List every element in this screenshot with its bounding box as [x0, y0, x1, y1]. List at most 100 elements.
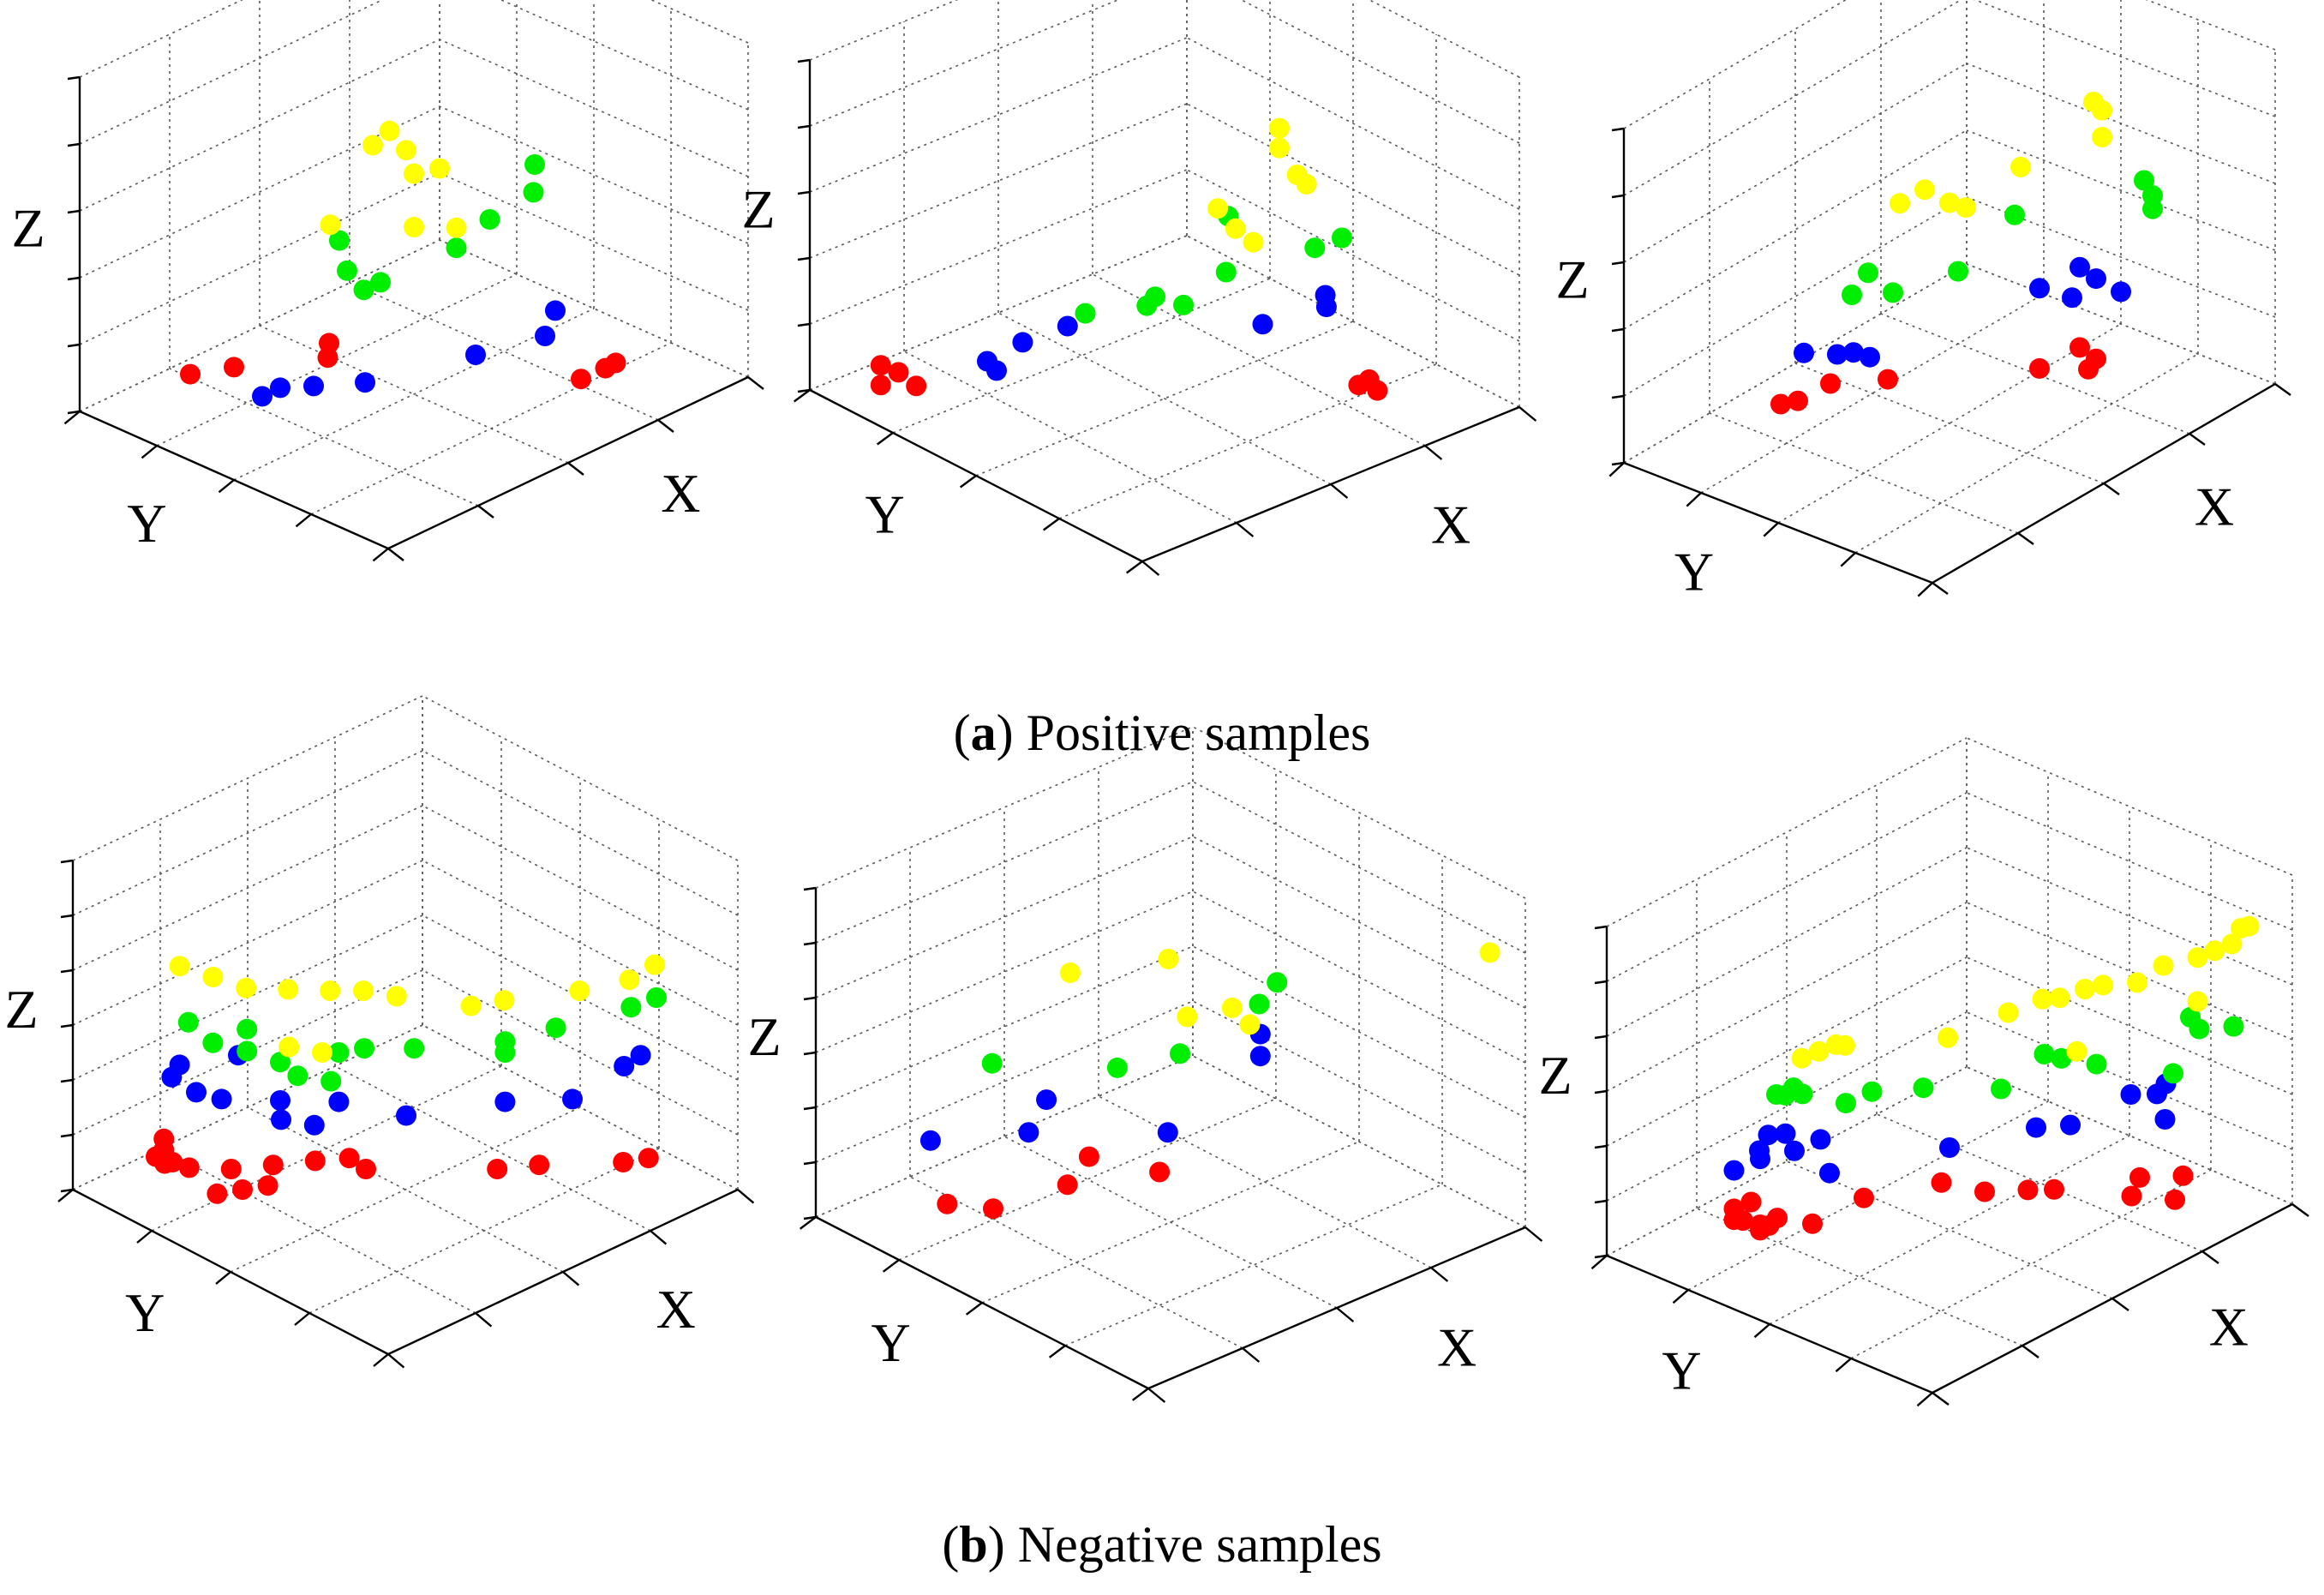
z-axis-tick — [60, 968, 74, 974]
data-point-yellow — [1914, 179, 1935, 201]
data-point-green — [1106, 1057, 1128, 1078]
data-point-green — [479, 209, 500, 230]
z-axis-tick — [67, 142, 81, 147]
data-point-blue — [1794, 342, 1814, 363]
data-point-green — [2223, 1016, 2244, 1037]
data-point-blue — [1819, 1162, 1840, 1184]
data-point-yellow — [1791, 1047, 1812, 1069]
series-blue — [977, 285, 1337, 381]
z-axis-tick — [1611, 461, 1625, 466]
data-point-blue — [1036, 1089, 1057, 1111]
floor-grid-line — [1092, 273, 1426, 447]
data-point-yellow — [2049, 987, 2070, 1009]
data-point-blue — [919, 1130, 941, 1151]
x-axis-tick — [2291, 1203, 2309, 1217]
x-axis-tick — [2189, 433, 2206, 446]
z-axis-tick — [1594, 980, 1608, 985]
y-axis-tick — [1835, 1358, 1852, 1373]
data-point-blue — [2069, 256, 2090, 278]
data-point-green — [202, 1032, 224, 1053]
data-point-red — [338, 1148, 360, 1169]
backwall-x-grid-line — [79, 39, 440, 212]
data-point-blue — [355, 372, 375, 393]
data-point-green — [270, 1052, 290, 1073]
z-axis-tick — [67, 276, 81, 281]
y-axis-tick — [1048, 1345, 1066, 1358]
x-axis-tick — [1236, 522, 1255, 537]
x-axis-tick — [1430, 1267, 1449, 1282]
data-point-blue — [1012, 332, 1033, 353]
z-axis-tick — [803, 1106, 817, 1111]
series-green — [1842, 170, 2163, 305]
backwall-y-grid-line — [422, 695, 739, 861]
data-point-red — [2044, 1178, 2064, 1200]
data-point-green — [1215, 261, 1237, 283]
x-axis-tick — [1932, 582, 1949, 595]
y-axis-tick — [57, 1189, 74, 1202]
data-point-blue — [328, 1091, 350, 1112]
data-point-yellow — [2153, 955, 2174, 976]
floor-grid-line — [909, 1176, 1243, 1349]
y-axis-label: Y — [865, 484, 904, 545]
z-axis-tick — [797, 124, 811, 129]
backwall-x-grid-line — [72, 750, 423, 916]
data-point-yellow — [202, 967, 224, 987]
y-axis-tick — [136, 1230, 153, 1244]
y-axis-tick — [1917, 582, 1933, 597]
z-axis-label: Z — [4, 979, 38, 1040]
data-point-blue — [1939, 1137, 1960, 1158]
data-point-blue — [1758, 1124, 1779, 1146]
data-point-green — [2134, 170, 2154, 191]
data-point-red — [220, 1159, 242, 1179]
data-point-blue — [1827, 344, 1848, 365]
data-point-yellow — [1243, 231, 1264, 253]
y-axis-tick — [1590, 1255, 1608, 1270]
data-point-red — [937, 1193, 958, 1214]
y-axis-tick — [63, 411, 81, 425]
series-red — [937, 1146, 1171, 1220]
backwall-y-grid-line — [422, 914, 739, 1081]
series-red — [1770, 337, 2106, 415]
x-axis-label: X — [1431, 494, 1470, 555]
data-point-yellow — [644, 954, 665, 975]
floor-grid-line — [997, 312, 1332, 485]
series-green — [1766, 1006, 2244, 1114]
backwall-x-grid-line — [809, 169, 1188, 325]
backwall-x-grid-line — [72, 695, 423, 861]
floor-grid-line — [247, 1106, 564, 1273]
backwall-x-grid-line — [1623, 196, 1968, 397]
data-point-red — [304, 1150, 326, 1172]
x-axis-tick — [737, 1189, 755, 1204]
data-point-blue — [1860, 346, 1880, 368]
x-axis-label: X — [2195, 477, 2234, 537]
series-yellow — [320, 120, 467, 238]
data-point-red — [319, 333, 339, 354]
x-axis-tick — [2201, 1250, 2219, 1264]
z-axis-tick — [803, 1160, 817, 1166]
data-point-yellow — [353, 980, 374, 1001]
data-point-blue — [1843, 342, 1864, 363]
series-red — [146, 1128, 659, 1204]
data-point-green — [287, 1065, 308, 1087]
data-point-green — [2004, 204, 2025, 225]
chart-positive-2: X Y Z — [741, 0, 1537, 576]
data-point-yellow — [312, 1042, 332, 1063]
caption-negative: (b) Negative samples — [942, 1516, 1381, 1573]
data-point-blue — [494, 1091, 516, 1112]
data-point-yellow — [1268, 137, 1290, 159]
data-point-blue — [211, 1088, 232, 1110]
data-point-yellow — [1225, 218, 1246, 239]
y-axis-tick — [1686, 492, 1702, 507]
backwall-y-grid-line — [1240, 0, 1520, 144]
x-axis-tick — [2022, 1345, 2039, 1358]
x-axis-tick — [2274, 383, 2291, 396]
chart-positive-1: X Y Z — [11, 0, 764, 562]
backwall-y-grid-line — [1192, 945, 1526, 1118]
z-axis-tick — [803, 886, 817, 891]
data-point-green — [1842, 285, 1862, 305]
chart-positive-3: X Y Z — [1555, 0, 2291, 603]
data-point-yellow — [1938, 1027, 1958, 1048]
data-point-green — [2142, 198, 2163, 219]
chart-negative-1: X Y Z — [4, 695, 755, 1369]
data-point-red — [257, 1175, 279, 1196]
